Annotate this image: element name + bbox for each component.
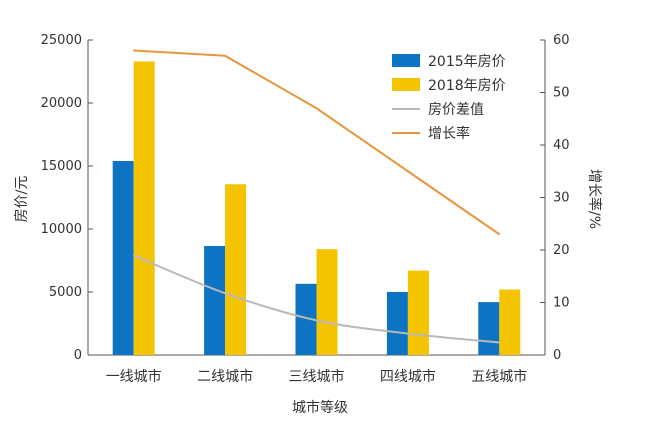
x-tick-label: 五线城市 (471, 368, 527, 385)
legend-label-1: 2015年房价 (428, 54, 506, 70)
y2-tick-label: 40 (553, 138, 570, 153)
y2-tick-label: 10 (553, 296, 570, 311)
bar-2-4 (407, 270, 429, 355)
y-tick-label: 0 (74, 348, 82, 363)
bar-2-3 (316, 249, 338, 355)
bar-1-2 (204, 246, 226, 355)
x-tick-label: 三线城市 (289, 368, 345, 385)
bar-2-2 (225, 184, 247, 355)
lines (132, 49, 501, 344)
x-axis-title: 城市等级 (292, 399, 348, 416)
y2-tick-label: 0 (553, 348, 561, 363)
line-point-2-2 (224, 54, 226, 57)
x-tick-label: 一线城市 (106, 368, 162, 385)
bar-1-3 (295, 283, 317, 355)
y-tick-label: 25000 (41, 33, 82, 48)
y2-axis-title: 增长率/% (586, 169, 603, 229)
legend-label-4: 增长率 (428, 125, 470, 142)
legend-swatch-1 (392, 54, 420, 67)
y2-tick-label: 30 (553, 191, 570, 206)
bar-1-5 (478, 302, 500, 355)
y-tick-label: 10000 (41, 222, 82, 237)
line-point-1-1 (132, 254, 135, 257)
line-point-2-3 (315, 107, 318, 110)
line-point-1-5 (498, 341, 501, 344)
line-point-2-5 (498, 233, 501, 236)
y-tick-label: 5000 (49, 285, 82, 300)
y2-tick-label: 50 (553, 86, 570, 101)
y-tick-label: 20000 (41, 96, 82, 111)
bar-1-4 (386, 292, 408, 355)
y-tick-label: 15000 (41, 159, 82, 174)
line-point-1-2 (224, 292, 226, 295)
bar-1-1 (112, 160, 134, 355)
bar-2-1 (133, 61, 155, 356)
y2-tick-label: 20 (553, 243, 570, 258)
axes: 0 5000 10000 15000 20000 25000 0 10 20 30 40 50 60 一线… (41, 33, 570, 385)
line-point-2-4 (407, 170, 409, 173)
legend-swatch-2 (392, 78, 420, 91)
legend-label-2: 2018年房价 (428, 78, 506, 94)
y-axis-title: 房价/元 (14, 176, 30, 223)
legend-label-3: 房价差值 (428, 102, 484, 118)
x-tick-label: 二线城市 (197, 368, 253, 385)
y2-tick-label: 60 (553, 33, 570, 48)
line-point-2-1 (132, 49, 135, 52)
bars (112, 61, 521, 356)
bar-2-5 (499, 289, 521, 355)
line-point-1-3 (315, 319, 318, 322)
line-point-1-4 (407, 332, 409, 335)
x-tick-label: 四线城市 (380, 368, 436, 385)
